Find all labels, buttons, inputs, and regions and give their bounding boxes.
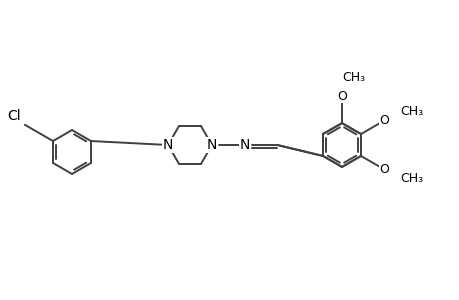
Text: CH₃: CH₃ xyxy=(400,105,423,118)
Text: CH₃: CH₃ xyxy=(400,172,423,185)
Text: N: N xyxy=(239,138,250,152)
Text: O: O xyxy=(379,114,388,127)
Text: O: O xyxy=(379,163,388,176)
Text: N: N xyxy=(206,138,217,152)
Text: N: N xyxy=(162,138,173,152)
Text: CH₃: CH₃ xyxy=(341,71,364,84)
Text: Cl: Cl xyxy=(7,109,21,123)
Text: O: O xyxy=(336,90,346,103)
